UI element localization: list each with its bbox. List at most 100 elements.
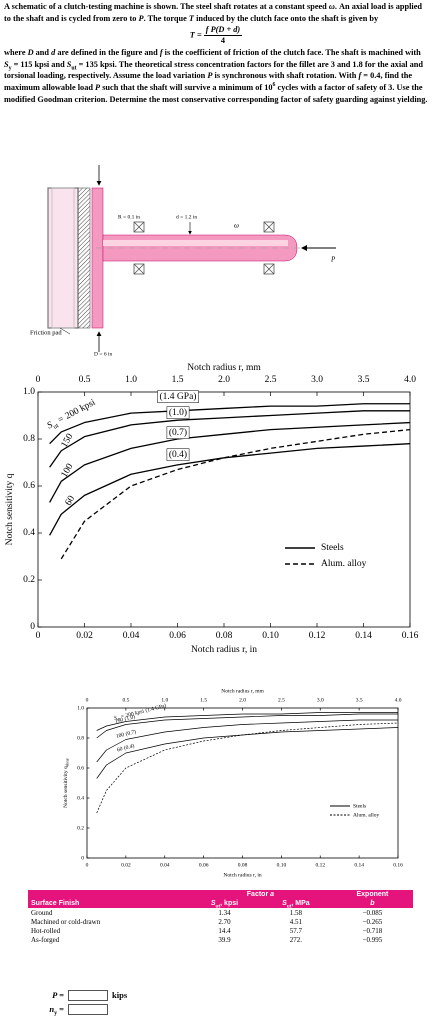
table-cell: As-forged [31, 935, 60, 944]
x2-tick-label: 4.0 [395, 697, 402, 703]
x2-tick-label: 3.0 [317, 697, 324, 703]
answer-row: P = kips [48, 988, 127, 1002]
text-run: S [66, 59, 72, 69]
fraction: f P(D + d) 4 [203, 25, 243, 46]
text-run: is synchronous with shaft rotation. With [212, 71, 359, 81]
legend-label: Alum. alloy [321, 559, 367, 569]
label-prefix: S [114, 716, 118, 723]
text-run: d [51, 48, 56, 58]
x-tick-label: 0.14 [354, 862, 364, 868]
y-axis-title-sub: shear [66, 757, 70, 766]
curve-label: 60(0.4) [116, 743, 135, 754]
header-text: a [270, 891, 275, 898]
label-name: 200 kpsi [125, 709, 145, 719]
curve-label-box [157, 390, 199, 403]
header-text: , MPa [291, 900, 310, 907]
label-name: 100 [116, 732, 126, 740]
numerator: f P(D + d) [203, 25, 243, 37]
header-text: S [210, 900, 216, 907]
x-tick-label: 0.10 [277, 862, 287, 868]
label: ω [234, 222, 239, 230]
curve-label-box-text: (1.4 GPa) [160, 391, 197, 402]
y-tick-label: 0 [30, 622, 35, 632]
label: d = 1.2 in [176, 214, 197, 220]
y-axis-title-text: Notch sensitivity q [5, 473, 15, 545]
x-tick-label: 0.02 [121, 862, 131, 868]
label-prefix: S [46, 420, 55, 431]
curve [96, 713, 398, 739]
text-run: are defined in the figure and [55, 48, 160, 58]
curve [49, 410, 410, 468]
x2-tick-label: 4.0 [404, 375, 416, 385]
y-axis-title: Notch sensitivity q [5, 473, 15, 545]
x2-tick-label: 3.5 [356, 697, 363, 703]
numerator-text: f P(D + d) [205, 25, 241, 35]
text-run: T [188, 13, 194, 23]
label-unit: (0.4) [123, 743, 135, 752]
y-tick-label: 1.0 [77, 705, 84, 711]
x-tick-label: 0.04 [160, 862, 170, 868]
x-tick-label: 0.12 [309, 631, 326, 641]
table-cell: 2.70 [218, 917, 231, 926]
denominator: 4 [220, 36, 226, 46]
x2-axis-title: Notch radius r, mm [187, 363, 261, 373]
x2-tick-label: 0 [86, 697, 89, 703]
x-tick-label: 0.06 [199, 862, 209, 868]
text-run: cycles with a factor of safety of 3. Use… [4, 82, 428, 104]
formula: T = f P(D + d) 4 [4, 25, 428, 46]
friction-pad [77, 187, 91, 329]
y-tick-label: 0.8 [23, 434, 35, 444]
x2-tick-label: 2.5 [265, 375, 277, 385]
curve-label: 150(1.0) [114, 713, 136, 725]
header-cell: Sut, kpsi [188, 899, 260, 909]
legend-label: Steels [353, 803, 366, 809]
label-name: 100 [60, 462, 76, 480]
x2-tick-label: 0 [36, 375, 41, 385]
header-cell: Surface Finish [28, 899, 189, 909]
answer-input[interactable] [68, 1003, 108, 1015]
x-tick-label: 0 [36, 631, 41, 641]
label-unit: (0.7) [125, 728, 137, 737]
text-run: ut [71, 65, 77, 72]
x2-tick-label: 2.0 [239, 697, 246, 703]
text-run: 6 [272, 82, 276, 89]
label: Friction pad [30, 329, 62, 336]
curve [96, 722, 399, 814]
table-cell: 39.9 [218, 935, 231, 944]
curve-label-box-text: (1.0) [169, 407, 187, 418]
text-run: y [8, 65, 12, 72]
y-axis-title: Notch sensitivity qshear [63, 757, 69, 807]
x-tick-label: 0.12 [315, 862, 325, 868]
answer-label: P = [52, 990, 64, 1000]
label: D = 6 in [94, 351, 112, 357]
curve-label-box-text: (0.7) [169, 427, 187, 438]
answer-label: ny = [48, 1004, 64, 1017]
text-run: where [4, 48, 28, 58]
clutch-disk [91, 187, 104, 329]
y-tick-label: 0.2 [77, 825, 84, 831]
x-axis-title: Notch radius r, in [191, 645, 257, 655]
curve [49, 403, 410, 445]
label-prefix: = [55, 414, 67, 426]
curve [96, 719, 398, 763]
label-prefix: = [119, 714, 125, 721]
curve [96, 712, 398, 731]
text-run: D [27, 48, 34, 58]
label-unit: (1.4 GPa) [145, 702, 168, 714]
answer-label-text: n [49, 1004, 55, 1014]
y-tick-label: 0.8 [77, 735, 84, 741]
x2-tick-label: 1.0 [161, 697, 168, 703]
x-tick-label: 0.10 [262, 631, 279, 641]
label-unit: (1.0) [124, 713, 136, 722]
x-tick-label: 0.16 [393, 862, 403, 868]
text-run: is the coefficient of friction of the cl… [162, 48, 421, 58]
table-row: Ground 1.34 1.58 −0.085 [28, 908, 413, 917]
table-cell: Machined or cold-drawn [31, 917, 101, 926]
x2-tick-label: 3.5 [358, 375, 370, 385]
answer-input[interactable] [68, 989, 108, 1001]
table-cell: 1.58 [289, 908, 303, 917]
leader-line [59, 327, 71, 335]
table-row: Machined or cold-drawn 2.70 4.51 −0.265 [28, 917, 413, 926]
text-run: such that the shaft will survive a minim… [100, 82, 273, 92]
header-text: S [282, 900, 287, 907]
